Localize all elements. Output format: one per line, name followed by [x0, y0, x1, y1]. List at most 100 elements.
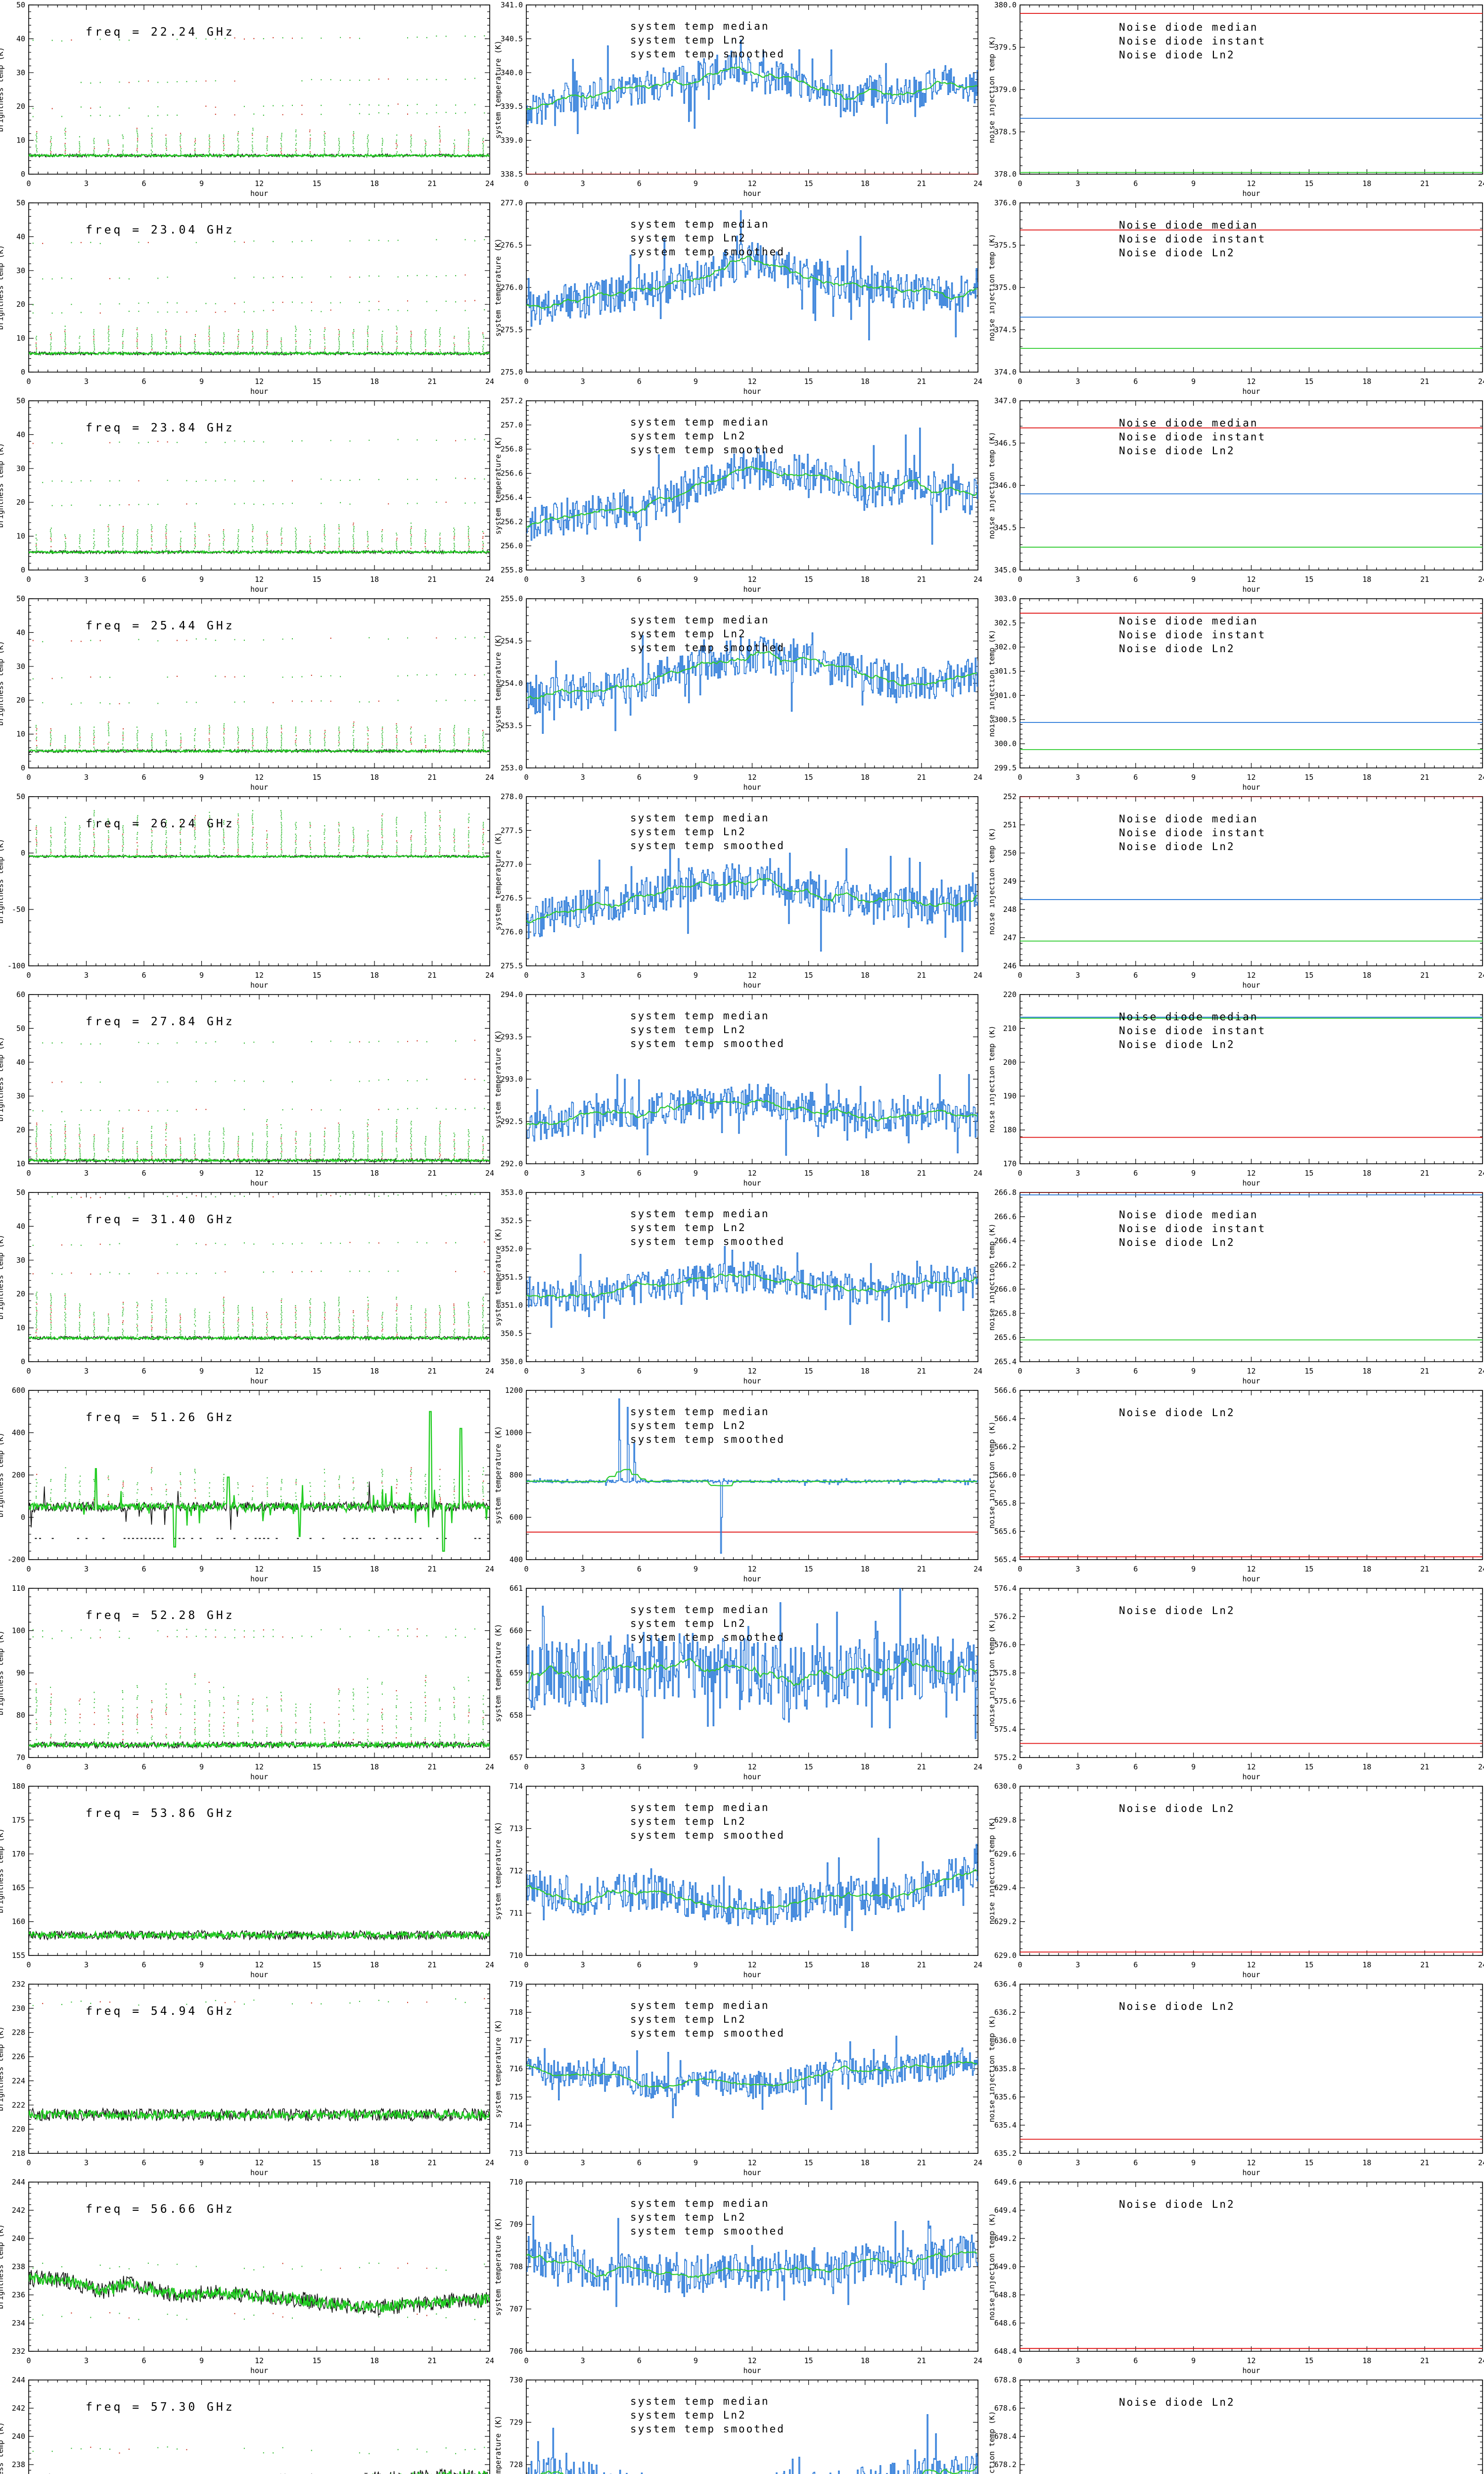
- svg-text:6: 6: [637, 377, 642, 386]
- noise-diode-plot-row-7: 0 3 6 9 12 15 18 21 24 hour 265.4 265.6 265.8 266.0 26…: [987, 1188, 1484, 1385]
- svg-text:629.6: 629.6: [994, 1850, 1017, 1858]
- svg-text:freq = 51.26 GHz: freq = 51.26 GHz: [86, 1411, 235, 1424]
- svg-text:Noise diode instant: Noise diode instant: [1119, 233, 1266, 245]
- svg-text:9: 9: [694, 2356, 698, 2365]
- svg-text:24: 24: [974, 1367, 982, 1376]
- svg-text:hour: hour: [250, 981, 268, 990]
- svg-text:0: 0: [26, 377, 31, 386]
- svg-text:293.0: 293.0: [501, 1075, 523, 1084]
- svg-text:9: 9: [694, 179, 698, 188]
- svg-text:15: 15: [1304, 1565, 1313, 1573]
- svg-text:21: 21: [1420, 179, 1429, 188]
- svg-text:1000: 1000: [505, 1428, 523, 1437]
- svg-text:hour: hour: [250, 189, 268, 198]
- svg-text:0: 0: [26, 575, 31, 584]
- svg-text:15: 15: [1304, 377, 1313, 386]
- svg-text:3: 3: [1075, 1367, 1080, 1376]
- svg-text:635.4: 635.4: [994, 2121, 1017, 2130]
- svg-text:hour: hour: [250, 1179, 268, 1188]
- svg-text:21: 21: [917, 179, 926, 188]
- brightness-plot-row-13-svg: 03691215182124hour232234236238240242244b…: [0, 2376, 490, 2474]
- svg-text:hour: hour: [250, 585, 268, 594]
- svg-text:648.8: 648.8: [994, 2290, 1017, 2299]
- svg-text:352.0: 352.0: [501, 1244, 523, 1253]
- svg-text:21: 21: [1420, 1565, 1429, 1573]
- svg-text:Noise diode instant: Noise diode instant: [1119, 35, 1266, 47]
- svg-text:294.0: 294.0: [501, 990, 523, 999]
- svg-text:710: 710: [510, 2178, 523, 2187]
- svg-text:15: 15: [312, 2356, 321, 2365]
- svg-text:15: 15: [804, 1960, 813, 1969]
- svg-text:20: 20: [16, 1289, 25, 1298]
- svg-text:715: 715: [510, 2093, 523, 2101]
- svg-text:718: 718: [510, 2008, 523, 2017]
- brightness-plot-row-2-svg: 0 3 6 9 12 15 18 21 24 hour 0 10 20 30 40 50 brightness …: [0, 198, 494, 396]
- svg-text:system temp median: system temp median: [630, 2197, 770, 2209]
- svg-text:301.0: 301.0: [994, 691, 1017, 700]
- svg-text:system temperature (K): system temperature (K): [495, 1228, 503, 1327]
- svg-text:6: 6: [141, 1367, 146, 1376]
- svg-text:24: 24: [1478, 1762, 1484, 1771]
- svg-text:Noise diode Ln2: Noise diode Ln2: [1119, 247, 1235, 259]
- svg-text:9: 9: [199, 1762, 204, 1771]
- svg-text:18: 18: [370, 377, 379, 386]
- svg-text:255.8: 255.8: [501, 566, 523, 574]
- svg-text:system temp median: system temp median: [630, 614, 770, 626]
- svg-text:24: 24: [974, 971, 982, 980]
- svg-text:0: 0: [26, 971, 31, 980]
- svg-text:noise injection temp (K): noise injection temp (K): [989, 2015, 996, 2123]
- svg-text:21: 21: [1420, 2356, 1429, 2365]
- svg-text:0: 0: [1018, 2158, 1022, 2167]
- svg-text:0: 0: [1018, 1367, 1022, 1376]
- svg-text:system temperature (K): system temperature (K): [495, 41, 503, 139]
- svg-text:0: 0: [524, 575, 528, 584]
- svg-text:Noise diode Ln2: Noise diode Ln2: [1119, 1803, 1235, 1814]
- svg-text:12: 12: [255, 2356, 264, 2365]
- svg-text:Noise diode median: Noise diode median: [1119, 1209, 1258, 1221]
- svg-text:24: 24: [974, 2356, 982, 2365]
- svg-text:freq = 26.24 GHz: freq = 26.24 GHz: [86, 817, 235, 830]
- svg-text:18: 18: [370, 575, 379, 584]
- svg-text:9: 9: [1191, 971, 1196, 980]
- svg-text:Noise diode instant: Noise diode instant: [1119, 827, 1266, 839]
- svg-text:6: 6: [1133, 2158, 1138, 2167]
- system-temp-plot-row-10: 0 3 6 9 12 15 18 21 24 hour 710 711 712 713 714 system …: [494, 1781, 989, 1979]
- svg-text:70: 70: [16, 1753, 25, 1762]
- svg-text:600: 600: [510, 1513, 523, 1522]
- svg-text:649.4: 649.4: [994, 2206, 1017, 2215]
- svg-text:15: 15: [1304, 575, 1313, 584]
- svg-text:277.0: 277.0: [501, 198, 523, 207]
- svg-text:629.4: 629.4: [994, 1883, 1017, 1892]
- svg-text:21: 21: [917, 377, 926, 386]
- system-temp-plot-row-10-svg: 0 3 6 9 12 15 18 21 24 hour 710 711 712 713 714 system …: [494, 1782, 982, 1979]
- svg-text:15: 15: [804, 377, 813, 386]
- svg-text:system temp smoothed: system temp smoothed: [630, 840, 785, 852]
- svg-text:708: 708: [510, 2262, 523, 2271]
- svg-text:brightness temp (K): brightness temp (K): [0, 2224, 5, 2309]
- svg-text:hour: hour: [743, 387, 761, 396]
- svg-text:6: 6: [1133, 377, 1138, 386]
- svg-text:20: 20: [16, 1126, 25, 1135]
- svg-text:system temp smoothed: system temp smoothed: [630, 1631, 785, 1643]
- svg-text:232: 232: [12, 1980, 25, 1989]
- svg-text:12: 12: [255, 773, 264, 782]
- svg-text:21: 21: [427, 1565, 436, 1573]
- svg-text:system temp median: system temp median: [630, 1406, 770, 1418]
- svg-text:12: 12: [1247, 1169, 1255, 1178]
- system-temp-plot-row-13: 03691215182124hour726727728729730system …: [494, 2375, 989, 2474]
- system-temp-plot-row-5-svg: 0 3 6 9 12 15 18 21 24 hour 275.5 276.0 276.5 277.0 27…: [494, 792, 982, 990]
- svg-text:0: 0: [1018, 1960, 1022, 1969]
- svg-text:301.5: 301.5: [994, 667, 1017, 676]
- svg-text:15: 15: [804, 1169, 813, 1178]
- svg-text:12: 12: [747, 773, 756, 782]
- svg-text:276.0: 276.0: [501, 928, 523, 937]
- svg-text:18: 18: [861, 1565, 870, 1573]
- svg-text:18: 18: [370, 1960, 379, 1969]
- svg-text:635.2: 635.2: [994, 2149, 1017, 2158]
- svg-text:Noise diode median: Noise diode median: [1119, 219, 1258, 231]
- brightness-plot-row-1: 0 3 6 9 12 15 18 21 24 hour 0 10 20 30 40 50 brightness …: [0, 0, 495, 198]
- noise-diode-plot-row-12-svg: 0 3 6 9 12 15 18 21 24 hour 648.4 648.6 648.8 649.0 64…: [987, 2178, 1484, 2375]
- svg-text:9: 9: [694, 2158, 698, 2167]
- brightness-plot-row-9-svg: 0 3 6 9 12 15 18 21 24 hour 70 80 90 100 110 brightness…: [0, 1584, 494, 1781]
- svg-text:18: 18: [370, 2356, 379, 2365]
